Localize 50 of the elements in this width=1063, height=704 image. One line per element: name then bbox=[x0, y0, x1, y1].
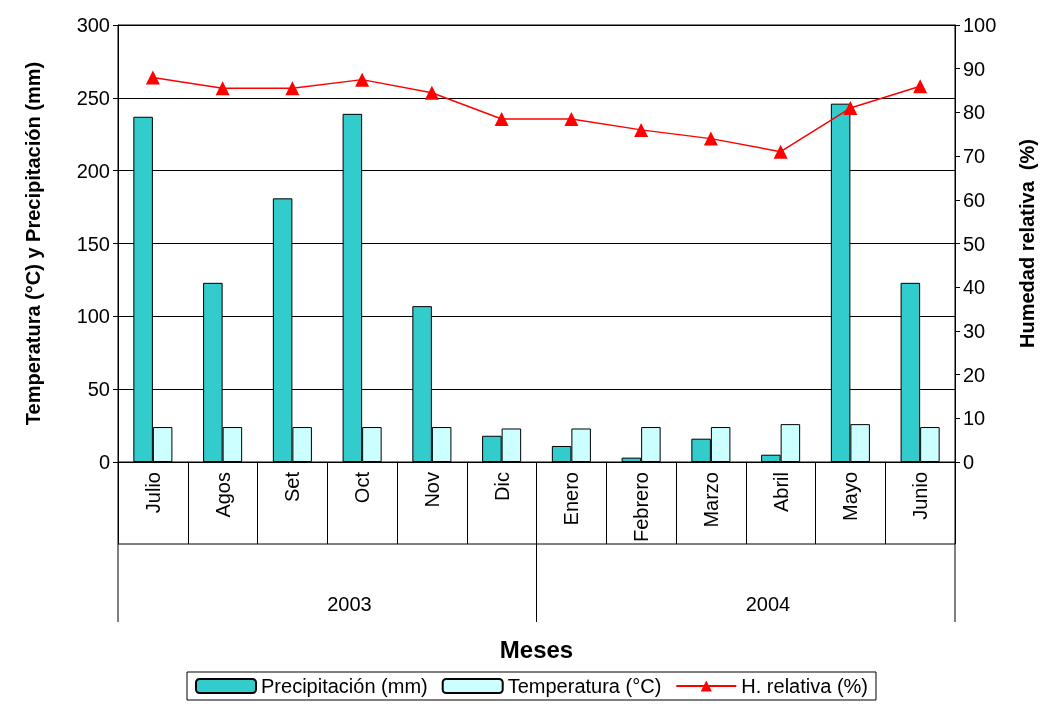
y2-tick-label: 80 bbox=[963, 101, 986, 124]
point bbox=[494, 111, 509, 126]
y2-tick-label: 20 bbox=[963, 363, 986, 386]
point bbox=[634, 122, 649, 137]
point bbox=[564, 111, 579, 126]
y-tick-label: 100 bbox=[76, 305, 110, 328]
x-tick-label: Enero bbox=[560, 472, 583, 526]
y2-tick-label: 40 bbox=[963, 276, 986, 299]
x-tick-label: Febrero bbox=[630, 472, 653, 543]
y2-axis-title: Humedad relativa (%) bbox=[1016, 139, 1038, 348]
y-tick-label: 0 bbox=[98, 451, 110, 473]
x-tick-label: Abril bbox=[769, 472, 792, 513]
y-tick-label: 250 bbox=[76, 86, 110, 109]
x-tick-label: Mayo bbox=[839, 472, 862, 521]
point bbox=[285, 81, 300, 96]
y2-tick-label: 100 bbox=[963, 14, 997, 36]
y-tick-label: 150 bbox=[76, 232, 110, 255]
point bbox=[773, 144, 788, 159]
x-tick-label: Agos bbox=[211, 472, 234, 518]
x-tick-label: Set bbox=[281, 471, 304, 503]
y2-tick-label: 60 bbox=[963, 188, 986, 211]
y-tick-label: 300 bbox=[76, 14, 110, 36]
y2-tick-label: 90 bbox=[963, 57, 986, 80]
y-tick-label: 200 bbox=[76, 159, 110, 182]
y2-tick-label: 50 bbox=[963, 232, 986, 255]
y-axis-title: Temperatura (°C) y Precipitación (mm) bbox=[22, 61, 44, 426]
y-tick-label: 50 bbox=[87, 378, 110, 401]
legend-label: H. relativa (%) bbox=[741, 675, 868, 697]
x-axis-title: Meses bbox=[499, 635, 574, 663]
point bbox=[703, 131, 718, 146]
y2-tick-label: 0 bbox=[963, 451, 975, 473]
y2-tick-label: 70 bbox=[963, 145, 986, 168]
text: 2004 bbox=[745, 593, 791, 615]
x-tick-label: Junio bbox=[909, 472, 932, 520]
point bbox=[215, 81, 230, 96]
x-tick-label: Marzo bbox=[699, 472, 722, 528]
legend-label: Temperatura (°C) bbox=[507, 675, 662, 697]
x-tick-label: Dic bbox=[490, 472, 513, 501]
point bbox=[355, 72, 370, 87]
point bbox=[843, 101, 858, 116]
x-tick-label: Nov bbox=[420, 472, 443, 508]
point bbox=[913, 79, 928, 94]
y2-tick-label: 10 bbox=[963, 407, 986, 430]
text: 2003 bbox=[327, 593, 372, 615]
x-tick-label: Oct bbox=[351, 471, 374, 504]
point bbox=[424, 85, 439, 100]
x-tick-label: Julio bbox=[141, 472, 164, 514]
point bbox=[145, 70, 160, 85]
y2-tick-label: 30 bbox=[963, 319, 986, 342]
legend-label: Precipitación (mm) bbox=[261, 675, 428, 697]
